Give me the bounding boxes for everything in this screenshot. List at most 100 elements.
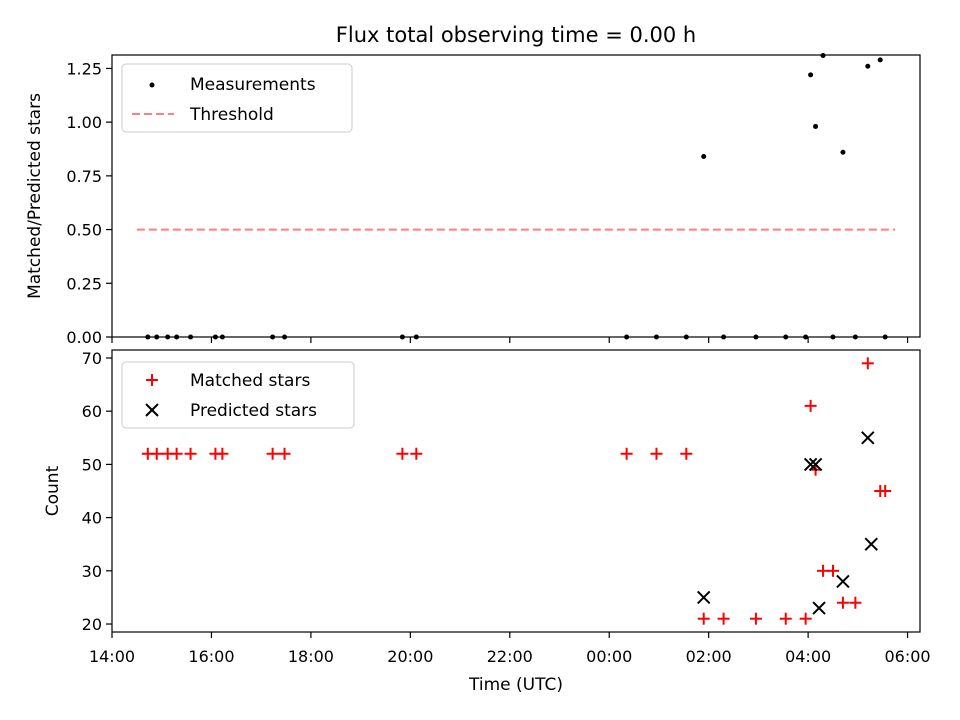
legend-predicted-marker (145, 403, 159, 417)
matched-stars-point (680, 447, 693, 460)
matched-stars-point (826, 564, 839, 577)
ratio-y-ticks: 0.00 0.25 0.50 0.75 1.00 1.25 (66, 59, 112, 347)
ratio-y-tick-label: 1.00 (66, 113, 102, 132)
measurements-point (413, 334, 419, 340)
measurements-point (212, 334, 218, 340)
measurements-point (830, 334, 836, 340)
count-y-axis-label: Count (43, 465, 63, 516)
matched-stars-point (717, 612, 730, 625)
measurements-point (803, 334, 809, 340)
panel-count-frame (111, 349, 921, 633)
measurements-point (145, 334, 151, 340)
measurements-point (721, 334, 727, 340)
measurements-point (165, 334, 171, 340)
matched-stars-point (170, 447, 183, 460)
ratio-y-tick-label: 0.75 (66, 167, 102, 186)
measurements-point (174, 334, 180, 340)
predicted-stars-point (696, 590, 711, 605)
ratio-y-tick-label: 0.25 (66, 274, 102, 293)
matched-stars-point (697, 612, 710, 625)
count-y-tick-label: 30 (82, 562, 102, 581)
legend-predicted-label: Predicted stars (190, 401, 317, 421)
count-legend: Matched stars Predicted stars (121, 361, 355, 429)
measurements-point (282, 334, 288, 340)
measurements-point (877, 57, 883, 63)
measurements-point (188, 334, 194, 340)
measurements-point (219, 334, 225, 340)
count-plot-area (141, 357, 892, 625)
matched-stars-point (184, 447, 197, 460)
x-tick-label: 22:00 (487, 647, 533, 666)
matched-stars-point (396, 447, 409, 460)
ratio-y-axis-label: Matched/Predicted stars (25, 93, 45, 299)
count-y-tick-label: 20 (82, 615, 102, 634)
measurements-point (753, 334, 759, 340)
measurements-point (808, 72, 814, 78)
matched-stars-point (620, 447, 633, 460)
chart-title: Flux total observing time = 0.00 h (336, 23, 696, 47)
legend-threshold-label: Threshold (189, 105, 274, 125)
ratio-y-tick-label: 0.00 (66, 328, 102, 347)
predicted-stars-point (812, 601, 826, 615)
count-y-tick-label: 60 (82, 402, 102, 421)
matched-stars-point (410, 447, 423, 460)
count-y-tick-label: 70 (82, 349, 102, 368)
ratio-x-ticks (111, 337, 909, 343)
legend-measurements-label: Measurements (190, 75, 316, 95)
x-tick-label: 04:00 (785, 647, 831, 666)
matched-stars-point (749, 612, 762, 625)
matched-stars-point (278, 447, 291, 460)
measurements-point (813, 123, 819, 129)
matched-stars-point (650, 447, 663, 460)
count-y-tick-label: 40 (82, 509, 102, 528)
predicted-stars-point (803, 457, 818, 472)
x-tick-label: 20:00 (387, 647, 433, 666)
matched-stars-point (799, 612, 812, 625)
x-tick-label: 14:00 (89, 647, 135, 666)
measurements-point (653, 334, 659, 340)
x-tick-label: 18:00 (288, 647, 334, 666)
matched-stars-point (266, 447, 279, 460)
x-axis-label: Time (UTC) (468, 675, 563, 695)
measurements-point (399, 334, 405, 340)
measurements-point (783, 334, 789, 340)
matched-stars-point (804, 399, 817, 412)
legend-matched-label: Matched stars (190, 371, 310, 391)
x-tick-label: 02:00 (686, 647, 732, 666)
measurements-point (701, 154, 707, 160)
ratio-legend: Measurements Threshold (121, 63, 353, 133)
panel-ratio: 0.00 0.25 0.50 0.75 1.00 1.25 Matched/Predict… (25, 53, 921, 347)
count-y-tick-label: 50 (82, 455, 102, 474)
count-legend-box (121, 361, 355, 429)
measurements-point (865, 63, 871, 69)
measurements-point (154, 334, 160, 340)
matched-stars-point (216, 447, 229, 460)
measurements-point (840, 149, 846, 155)
measurements-point (624, 334, 630, 340)
measurements-point (820, 53, 826, 59)
measurements-point (882, 334, 888, 340)
matched-stars-point (150, 447, 163, 460)
predicted-stars-point (864, 537, 878, 551)
matched-stars-point (879, 485, 892, 497)
matched-stars-point (861, 357, 874, 370)
legend-measurements-marker (149, 82, 155, 88)
ratio-plot-area (136, 53, 896, 340)
count-x-ticks: 14:00 16:00 18:00 20:00 22:00 00:00 02:00 04:00… (89, 632, 931, 666)
legend-matched-marker (146, 374, 158, 386)
ratio-legend-box (121, 63, 353, 133)
predicted-stars-point (861, 431, 875, 445)
predicted-stars-point (836, 574, 850, 589)
panel-count: 20 30 40 50 60 70 14:00 16:00 18:00 20:00 22:00 00… (43, 349, 931, 666)
x-tick-label: 16:00 (188, 647, 234, 666)
measurements-point (270, 334, 276, 340)
measurements-point (852, 334, 858, 340)
measurements-point (683, 334, 689, 340)
x-tick-label: 06:00 (885, 647, 931, 666)
matched-stars-point (849, 596, 862, 609)
matched-stars-point (836, 596, 849, 609)
ratio-y-tick-label: 0.50 (66, 221, 102, 240)
ratio-y-tick-label: 1.25 (66, 59, 102, 78)
x-tick-label: 00:00 (586, 647, 632, 666)
